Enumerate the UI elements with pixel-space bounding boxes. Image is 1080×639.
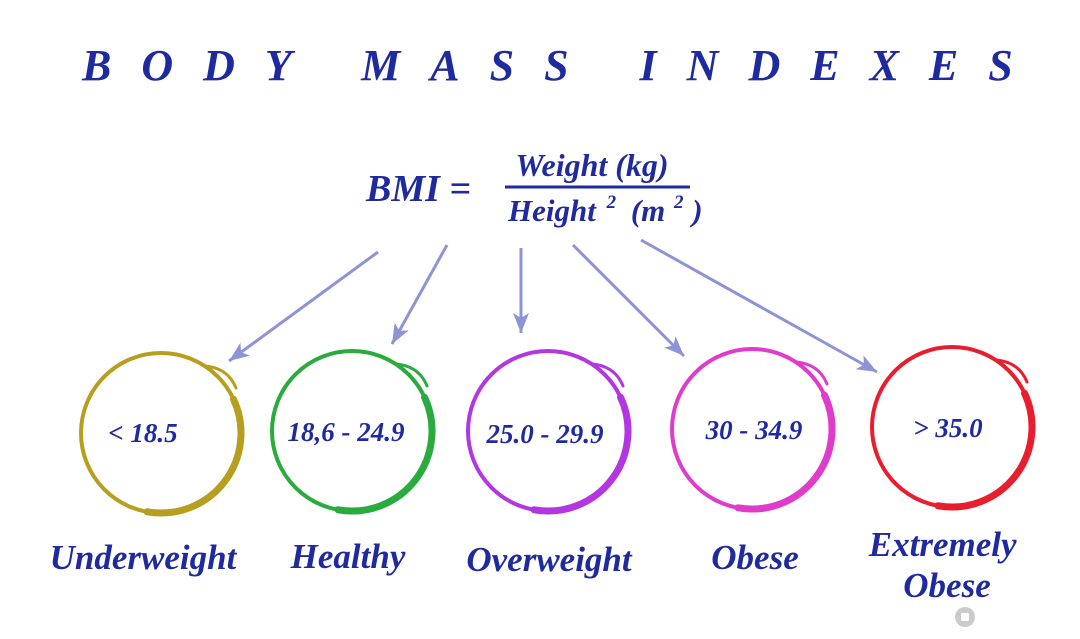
circle-obese [670,347,836,513]
circle-healthy [270,349,436,515]
label-overweight: Overweight [466,540,633,579]
formula-denominator: Height 2 (m 2 ) [507,180,703,228]
circle-extremely-obese [870,345,1036,511]
arrow-to-extremely-obese [640,238,878,374]
arrow-to-healthy [390,244,449,345]
label-healthy: Healthy [290,537,406,576]
formula-numerator: Weight (kg) [515,147,668,183]
circle-overweight-tail [590,362,625,388]
circle-obese-thick-stroke [734,391,836,513]
text-layer: BODY MASS INDEXES BMI = Weight (kg) Heig… [50,41,1043,605]
watermark-logo-mark [961,613,969,621]
label-extremely-obese: Extremely Obese [868,525,1026,605]
circle-obese-tail [794,360,829,386]
label-obese: Obese [711,538,798,577]
denominator-unit-exponent: 2 [673,192,684,213]
denominator-unit-close: ) [689,193,702,228]
circle-underweight-tail [203,364,238,390]
denominator-base: Height [507,193,597,228]
circle-underweight [79,351,245,517]
range-obese: 30 - 34.9 [705,415,803,445]
denominator-unit-open: (m [631,193,665,228]
arrow-to-obese [571,243,686,358]
arrow-to-underweight [228,250,379,363]
label-underweight: Underweight [50,538,238,577]
circle-extremely-obese-tail [994,358,1029,384]
watermark-bottom-right [955,607,975,627]
range-underweight: < 18.5 [108,418,177,448]
label-extremely-obese-line-1: Extremely [868,525,1017,564]
circle-healthy-thick-stroke [334,393,436,515]
range-healthy: 18,6 - 24.9 [288,417,405,447]
label-extremely-obese-line-2: Obese [903,566,990,605]
circle-healthy-tail [394,362,429,388]
circle-overweight [466,349,632,515]
circle-extremely-obese-thick-stroke [934,389,1036,511]
range-overweight: 25.0 - 29.9 [486,419,604,449]
range-extremely-obese: > 35.0 [913,413,983,443]
denominator-exponent: 2 [606,192,617,213]
page-title: BODY MASS INDEXES [81,41,1043,90]
arrows [228,238,878,374]
circle-overweight-thick-stroke [530,393,632,515]
circle-underweight-thick-stroke [143,395,245,517]
formula-lhs: BMI = [365,168,471,210]
